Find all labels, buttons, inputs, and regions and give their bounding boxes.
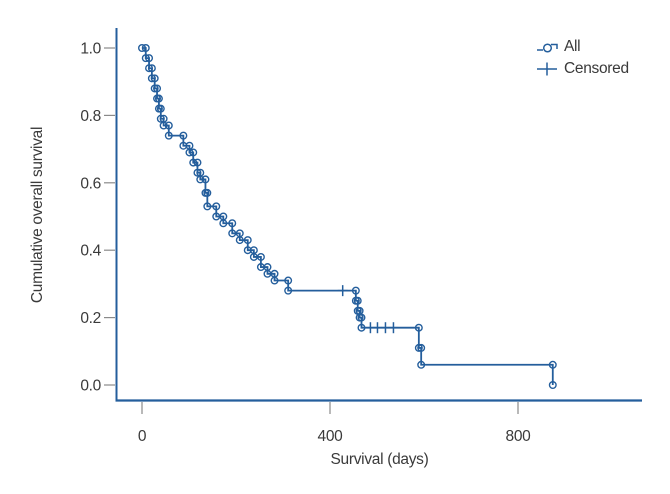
event-marker [203, 188, 212, 197]
event-marker [228, 229, 237, 238]
event-marker [189, 148, 198, 157]
legend-item-censored: Censored [536, 59, 629, 79]
event-marker [548, 381, 557, 390]
legend-label-censored: Censored [564, 60, 629, 77]
event-marker [201, 175, 210, 184]
event-marker [351, 286, 360, 295]
legend-item-all: All [536, 37, 629, 57]
legend-label-all: All [564, 38, 581, 55]
all-series-circle-step-icon [537, 43, 558, 53]
survival-curve-all [142, 47, 554, 385]
event-marker [150, 84, 159, 93]
event-marker [548, 360, 557, 369]
y-tick-label: 0.6 [80, 175, 101, 192]
event-marker [154, 94, 163, 103]
event-marker [147, 64, 156, 73]
event-marker [150, 74, 159, 83]
event-marker [243, 236, 252, 245]
event-marker [284, 276, 293, 285]
y-tick-label: 1.0 [80, 41, 101, 58]
x-tick-label: 400 [318, 428, 344, 445]
event-marker [137, 44, 146, 53]
event-marker [141, 54, 150, 63]
event-marker [212, 202, 221, 211]
event-marker [164, 121, 173, 130]
event-marker [414, 343, 423, 352]
event-marker [153, 84, 162, 93]
event-marker [193, 168, 202, 177]
x-axis-title: Survival (days) [330, 451, 429, 468]
event-marker [284, 286, 293, 295]
event-marker [228, 219, 237, 228]
event-marker [203, 202, 212, 211]
event-marker [353, 296, 362, 305]
event-marker [156, 104, 165, 113]
event-marker [417, 360, 426, 369]
event-marker [145, 64, 154, 73]
x-tick-label: 0 [138, 428, 147, 445]
legend: All Censored [536, 37, 629, 79]
event-marker [196, 175, 205, 184]
event-marker [357, 323, 366, 332]
event-marker [417, 343, 426, 352]
event-marker [270, 276, 279, 285]
event-marker [141, 44, 150, 53]
y-tick-label: 0.0 [80, 378, 101, 395]
event-marker [357, 313, 366, 322]
y-tick-label: 0.2 [80, 310, 101, 327]
event-marker [256, 252, 265, 261]
event-marker [235, 236, 244, 245]
event-marker [156, 114, 165, 123]
event-marker [219, 219, 228, 228]
y-axis-title: Cumulative overall survival [29, 126, 46, 304]
event-marker [164, 131, 173, 140]
y-tick-label: 0.4 [80, 243, 101, 260]
censored-plus-icon [537, 62, 557, 76]
event-marker [145, 54, 154, 63]
event-marker [193, 158, 202, 167]
event-marker [414, 323, 423, 332]
event-marker [189, 158, 198, 167]
event-marker [185, 148, 194, 157]
event-marker [179, 131, 188, 140]
y-tick-label: 0.8 [80, 108, 101, 125]
x-tick-label: 800 [506, 428, 532, 445]
event-marker [159, 121, 168, 130]
event-marker [147, 74, 156, 83]
